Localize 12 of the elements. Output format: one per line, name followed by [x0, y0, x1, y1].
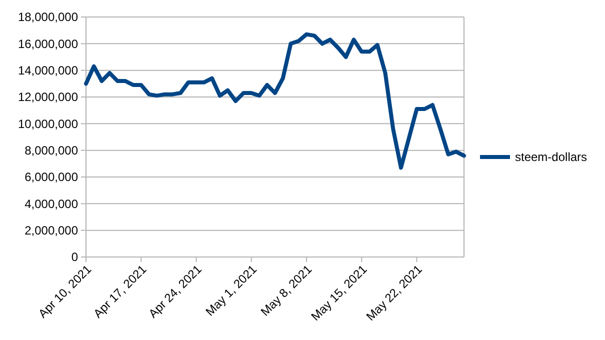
y-tick-label: 12,000,000	[18, 90, 78, 104]
y-tick-label: 2,000,000	[24, 224, 78, 238]
y-tick-label: 0	[71, 250, 78, 264]
y-tick-label: 8,000,000	[24, 144, 78, 158]
y-tick-label: 16,000,000	[18, 36, 78, 51]
y-tick-label: 18,000,000	[18, 10, 78, 24]
y-tick-label: 4,000,000	[24, 196, 78, 211]
y-tick-label: 14,000,000	[18, 64, 78, 78]
line-series	[84, 32, 466, 170]
y-tick-label: 10,000,000	[18, 116, 78, 131]
y-tick-label: 6,000,000	[24, 170, 78, 184]
legend-label: steem-dollars	[515, 150, 588, 164]
